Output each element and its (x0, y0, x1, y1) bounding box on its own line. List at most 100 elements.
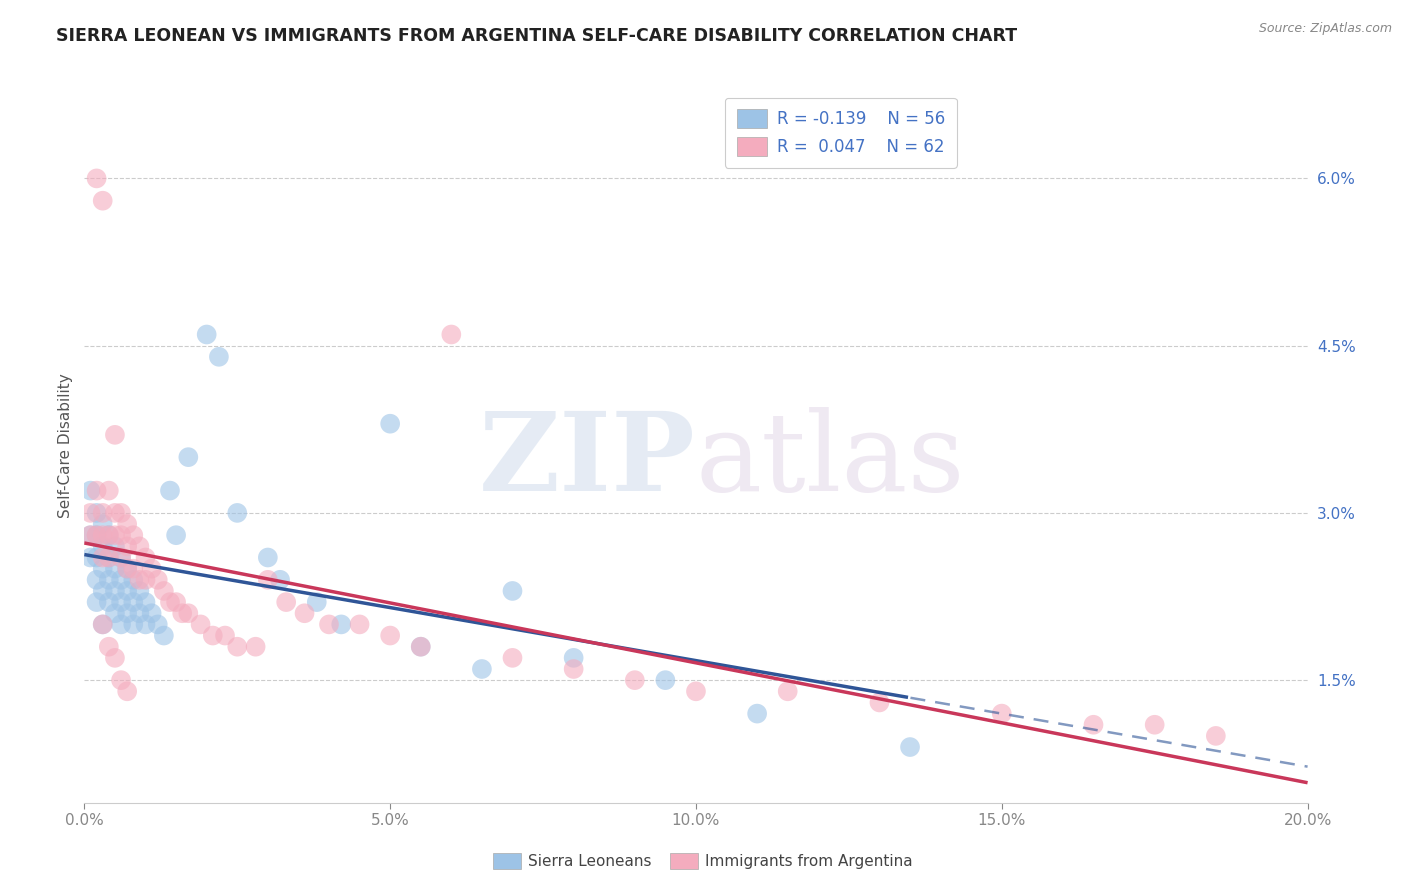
Point (91, 506, 114, 520)
Point (115, 684, 138, 698)
Point (294, 607, 316, 621)
Point (122, 562, 145, 576)
Point (79, 528, 101, 542)
Point (104, 428, 127, 442)
Point (502, 651, 524, 665)
Point (79, 506, 101, 520)
Point (269, 573, 291, 587)
Point (409, 640, 432, 654)
Y-axis label: Self-Care Disability: Self-Care Disability (58, 374, 73, 518)
Point (115, 539, 138, 553)
Point (159, 483, 181, 498)
Point (257, 573, 280, 587)
Point (128, 583, 150, 598)
Point (91, 617, 114, 632)
Point (654, 673, 676, 687)
Point (190, 617, 212, 632)
Text: atlas: atlas (696, 407, 966, 514)
Point (86, 550, 108, 565)
Point (104, 539, 127, 553)
Point (165, 595, 187, 609)
Point (104, 607, 127, 621)
Point (141, 607, 163, 621)
Point (226, 506, 249, 520)
Point (153, 583, 176, 598)
Point (172, 607, 194, 621)
Point (115, 562, 138, 576)
Point (1143, 717, 1166, 731)
Point (146, 617, 169, 632)
Point (86, 483, 108, 498)
Point (135, 595, 157, 609)
Point (177, 607, 200, 621)
Point (135, 550, 157, 565)
Point (177, 450, 200, 464)
Point (86, 506, 108, 520)
Point (122, 573, 145, 587)
Point (305, 595, 328, 609)
Point (562, 651, 585, 665)
Point (97, 550, 120, 565)
Point (135, 617, 157, 632)
Point (91, 583, 114, 598)
Point (115, 583, 138, 598)
Point (104, 506, 127, 520)
Point (110, 673, 132, 687)
Point (91, 562, 114, 576)
Point (104, 562, 127, 576)
Point (776, 684, 799, 698)
Point (110, 550, 132, 565)
Point (104, 583, 127, 598)
Point (135, 573, 157, 587)
Point (141, 562, 163, 576)
Point (380, 628, 402, 642)
Point (257, 550, 280, 565)
Point (97, 483, 120, 498)
Point (97, 550, 120, 565)
Point (146, 573, 169, 587)
Point (79, 550, 101, 565)
Point (79, 528, 101, 542)
Point (128, 607, 150, 621)
Point (97, 573, 120, 587)
Point (898, 740, 921, 755)
Point (214, 628, 236, 642)
Point (86, 528, 108, 542)
Point (97, 528, 120, 542)
Point (115, 607, 138, 621)
Point (115, 516, 138, 531)
Point (86, 573, 108, 587)
Point (201, 628, 224, 642)
Point (226, 640, 249, 654)
Point (195, 327, 218, 342)
Point (208, 350, 231, 364)
Point (502, 583, 524, 598)
Point (97, 595, 120, 609)
Point (122, 528, 145, 542)
Point (110, 528, 132, 542)
Text: ZIP: ZIP (479, 407, 696, 514)
Point (159, 595, 181, 609)
Point (97, 640, 120, 654)
Point (91, 550, 114, 565)
Point (115, 562, 138, 576)
Point (991, 706, 1014, 721)
Point (245, 640, 267, 654)
Point (91, 516, 114, 531)
Point (624, 673, 647, 687)
Point (318, 617, 340, 632)
Legend: Sierra Leoneans, Immigrants from Argentina: Sierra Leoneans, Immigrants from Argenti… (486, 847, 920, 875)
Point (122, 595, 145, 609)
Point (110, 550, 132, 565)
Point (440, 327, 463, 342)
Point (104, 528, 127, 542)
Point (86, 171, 108, 186)
Point (97, 528, 120, 542)
Point (165, 528, 187, 542)
Legend: R = -0.139    N = 56, R =  0.047    N = 62: R = -0.139 N = 56, R = 0.047 N = 62 (725, 97, 956, 168)
Text: SIERRA LEONEAN VS IMMIGRANTS FROM ARGENTINA SELF-CARE DISABILITY CORRELATION CHA: SIERRA LEONEAN VS IMMIGRANTS FROM ARGENT… (56, 27, 1018, 45)
Point (330, 617, 353, 632)
Point (128, 539, 150, 553)
Point (128, 573, 150, 587)
Point (86, 595, 108, 609)
